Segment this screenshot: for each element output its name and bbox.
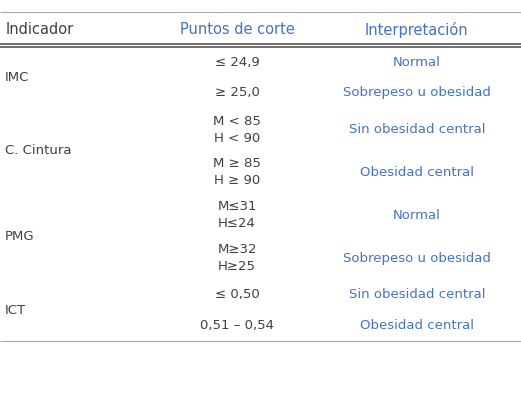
Text: Interpretación: Interpretación	[365, 22, 468, 38]
Text: Obesidad central: Obesidad central	[360, 319, 474, 332]
Text: ≥ 25,0: ≥ 25,0	[215, 86, 259, 99]
Text: Sin obesidad central: Sin obesidad central	[349, 288, 485, 301]
Text: C. Cintura: C. Cintura	[5, 144, 72, 157]
Text: M < 85
H < 90: M < 85 H < 90	[213, 115, 261, 144]
Text: 0,51 – 0,54: 0,51 – 0,54	[200, 319, 274, 332]
Text: Indicador: Indicador	[5, 22, 73, 37]
Text: Sobrepeso u obesidad: Sobrepeso u obesidad	[343, 252, 491, 264]
Text: Sin obesidad central: Sin obesidad central	[349, 123, 485, 136]
Text: ICT: ICT	[5, 304, 27, 317]
Text: Normal: Normal	[393, 56, 441, 69]
Text: M≤31
H≤24: M≤31 H≤24	[217, 200, 257, 230]
Text: IMC: IMC	[5, 71, 30, 84]
Text: Puntos de corte: Puntos de corte	[180, 22, 294, 37]
Text: M≥32
H≥25: M≥32 H≥25	[217, 243, 257, 273]
Text: ≤ 24,9: ≤ 24,9	[215, 56, 259, 69]
Text: Obesidad central: Obesidad central	[360, 166, 474, 179]
Text: Normal: Normal	[393, 209, 441, 222]
Text: PMG: PMG	[5, 230, 35, 243]
Text: Sobrepeso u obesidad: Sobrepeso u obesidad	[343, 86, 491, 99]
Text: ≤ 0,50: ≤ 0,50	[215, 288, 259, 301]
Text: M ≥ 85
H ≥ 90: M ≥ 85 H ≥ 90	[213, 157, 261, 187]
